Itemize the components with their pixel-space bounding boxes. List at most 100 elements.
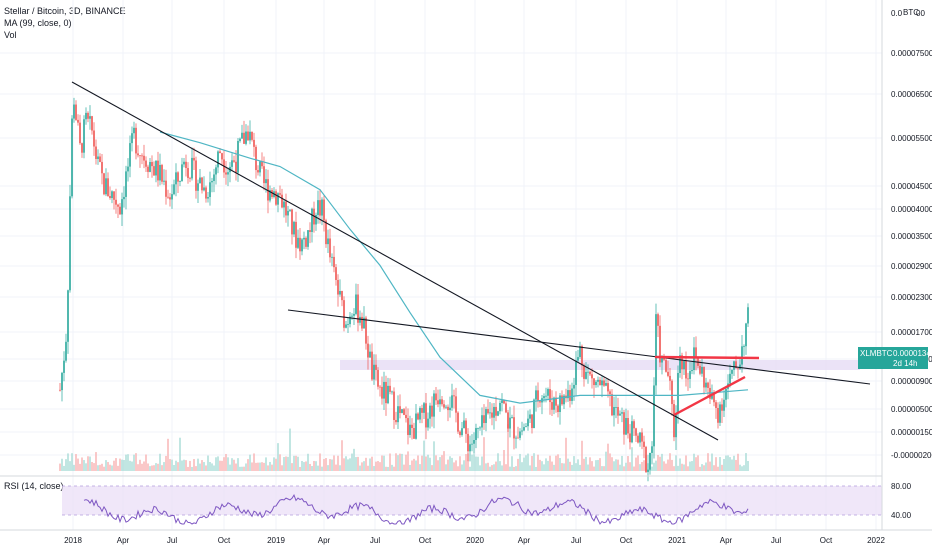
candle-body [67,290,69,342]
volume-bar [689,461,691,471]
volume-bar [199,463,201,471]
ticker-badge[interactable]: XLMBTC 0.00001342 2d 14h [858,347,932,369]
volume-bar [249,454,251,471]
candle-body [351,315,353,317]
volume-bar [425,456,427,471]
volume-bar [267,465,269,471]
candle-body [381,386,383,399]
candle-body [613,407,615,416]
volume-bar [723,459,725,471]
candle-body [335,267,337,280]
candle-body [247,131,249,141]
volume-bar [721,464,723,471]
volume-bar [333,455,335,471]
candle-body [71,118,73,197]
volume-bar [361,462,363,471]
candle-body [359,316,361,323]
volume-bar [619,464,621,471]
volume-bar [579,464,581,471]
candle-body [451,395,453,408]
volume-bar [461,464,463,471]
candle-body [405,414,407,419]
volume-bar [307,453,309,471]
volume-bar [677,465,679,471]
volume-bar [59,463,61,471]
candle-body [447,406,449,411]
candle-body [297,237,299,248]
price-axis[interactable]: 0.00007500 0.00006500 0.00005500 0.00004500… [891,9,932,460]
candle-body [105,178,107,195]
volume-bar [617,459,619,471]
volume-bar [389,453,391,471]
candle-body [407,418,409,435]
volume-bar [421,455,423,471]
candle-body [687,378,689,380]
volume-bar [527,453,529,471]
pattern-top [654,355,760,360]
candle-body [69,196,71,291]
price-tick-label: 0.00002300 [891,293,932,302]
candle-body [161,164,163,182]
candle-body [517,437,519,439]
trendline-long-down [71,81,719,441]
candle-body [333,256,335,268]
volume-bar [67,453,69,471]
candle-body [145,160,147,167]
candle-body [249,131,251,141]
candle-body [679,355,681,374]
candle-body [261,161,263,167]
candle-body [85,112,87,120]
volume-bar [469,466,471,471]
volume-bar [493,464,495,471]
candle-body [347,324,349,325]
candle-body [535,390,537,400]
volume-bar [603,466,605,471]
candle-body [275,191,277,205]
candle-body [431,405,433,417]
candle-body [237,141,239,173]
candle-body [543,396,545,399]
candle-body [139,155,141,157]
time-axis[interactable]: 2018 Apr Jul Oct 2019 Apr Jul Oct 2020 Apr Jul Oct 2… [64,536,885,545]
price-tick-label: 0.00007500 [891,49,932,58]
volume-bar [385,466,387,471]
volume-bar [711,453,713,471]
candle-body [319,200,321,216]
volume-bar [673,466,675,471]
volume-bar [83,460,85,471]
candle-body [527,418,529,427]
volume-bar [135,453,137,471]
candle-body [155,160,157,176]
candle-body [147,166,149,172]
candle-body [667,371,669,376]
candle-body [279,193,281,195]
volume-bar [147,463,149,471]
time-tick-label: 2020 [466,536,484,545]
volume-bar [129,460,131,471]
candle-body [165,180,167,197]
candle-body [737,368,739,370]
volume-bar [131,461,133,471]
grid [0,0,882,530]
price-tick-label: 0.00000500 [891,405,932,414]
volume-bar [357,456,359,471]
candle-body [685,360,687,379]
volume-bar [207,455,209,471]
candle-body [125,171,127,197]
candle-body [193,157,195,161]
volume-bar [117,465,119,471]
volume-bar [325,458,327,471]
volume-bar [647,454,649,471]
candle-body [413,428,415,439]
volume-bar [559,457,561,471]
candle-body [271,190,273,198]
volume-bars [59,424,749,471]
volume-bar [253,453,255,471]
volume-bar [359,465,361,471]
volume-bar [535,466,537,471]
volume-bar [327,465,329,471]
volume-bar [281,465,283,471]
volume-bar [353,448,355,471]
candle-body [93,130,95,147]
